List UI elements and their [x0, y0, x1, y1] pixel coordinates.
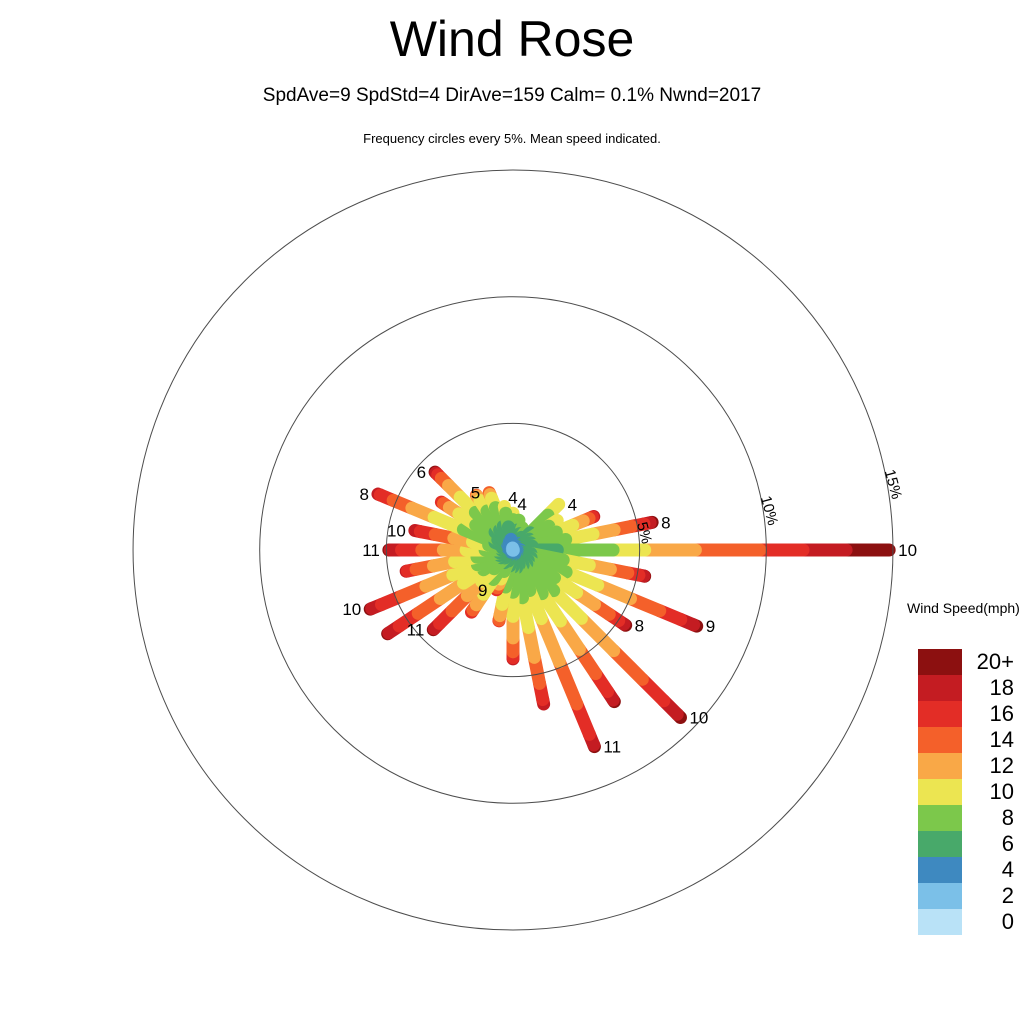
mean-speed-label: 11 — [407, 621, 425, 640]
frequency-ring — [385, 422, 641, 678]
legend-row: 18 — [903, 675, 1024, 701]
legend-swatch — [918, 831, 962, 857]
page-title: Wind Rose — [389, 11, 635, 67]
petal-segment — [547, 584, 588, 625]
petal-layer — [363, 465, 896, 754]
mean-speed-label: 5 — [471, 484, 480, 503]
petal-segment — [574, 611, 621, 658]
legend-swatch — [918, 753, 962, 779]
legend-label: 4 — [1001, 857, 1014, 882]
mean-speed-label: 10 — [689, 708, 708, 727]
mean-speed-label: 4 — [508, 488, 517, 507]
frequency-rings — [132, 169, 894, 931]
legend-row: 16 — [903, 701, 1024, 727]
legend-label: 0 — [1001, 909, 1014, 934]
mean-speed-label: 10 — [898, 541, 917, 560]
legend-label: 6 — [1001, 831, 1014, 856]
legend-label: 8 — [1001, 805, 1014, 830]
radial-tick-label: 15% — [881, 468, 905, 501]
petal-segment — [607, 644, 649, 686]
radial-tick-labels: 5% 10% 15% — [633, 468, 905, 546]
legend-swatch — [918, 909, 962, 935]
legend-label: 16 — [989, 701, 1014, 726]
mean-speed-label: 9 — [478, 581, 487, 600]
mean-speed-label: 11 — [603, 738, 621, 757]
legend-label: 14 — [989, 727, 1014, 752]
legend-row: 8 — [903, 805, 1024, 831]
mean-speed-label: 11 — [362, 541, 380, 560]
mean-speed-label: 10 — [342, 600, 361, 619]
mean-speed-label: 8 — [661, 513, 670, 532]
legend-label: 20+ — [976, 649, 1014, 674]
mean-speed-label: 8 — [635, 616, 644, 635]
legend-swatch — [918, 883, 962, 909]
mean-speed-label: 10 — [387, 521, 406, 540]
frequency-ring — [132, 169, 894, 931]
legend-title: Wind Speed(mph) — [907, 600, 1020, 616]
legend-label: 2 — [1001, 883, 1014, 908]
legend-row: 12 — [903, 753, 1024, 779]
legend-row: 20+ — [903, 649, 1024, 675]
legend-swatch — [918, 701, 962, 727]
legend-row: 14 — [903, 727, 1024, 753]
legend-swatch — [918, 727, 962, 753]
legend-swatch — [918, 675, 962, 701]
petal-segment — [534, 612, 566, 669]
mean-speed-label: 6 — [417, 463, 426, 482]
mean-speed-label: 4 — [517, 495, 526, 514]
legend-label: 18 — [989, 675, 1014, 700]
legend-items: 20+ 18 16 14 12 10 8 6 4 2 0 — [903, 649, 1024, 935]
radial-tick-label: 10% — [757, 494, 781, 527]
mean-speed-label: 9 — [706, 617, 715, 636]
legend-label: 12 — [989, 753, 1014, 778]
legend-label: 10 — [989, 779, 1014, 804]
legend-row: 4 — [903, 857, 1024, 883]
legend-swatch — [918, 805, 962, 831]
mean-speed-label: 4 — [568, 495, 577, 514]
legend-row: 0 — [903, 909, 1024, 935]
legend-swatch — [918, 649, 962, 675]
legend: Wind Speed(mph) 20+ 18 16 14 12 10 8 6 4 2 0 — [903, 600, 1024, 935]
chart-caption: Frequency circles every 5%. Mean speed i… — [363, 131, 661, 146]
summary-stats: SpdAve=9 SpdStd=4 DirAve=159 Calm= 0.1% … — [262, 85, 762, 106]
radial-tick-label: 5% — [633, 520, 655, 545]
legend-row: 2 — [903, 883, 1024, 909]
legend-swatch — [918, 779, 962, 805]
mean-speed-label: 8 — [360, 485, 369, 504]
frequency-ring — [259, 296, 767, 804]
legend-swatch — [918, 857, 962, 883]
legend-row: 10 — [903, 779, 1024, 805]
legend-row: 6 — [903, 831, 1024, 857]
petal-segment — [552, 655, 584, 711]
